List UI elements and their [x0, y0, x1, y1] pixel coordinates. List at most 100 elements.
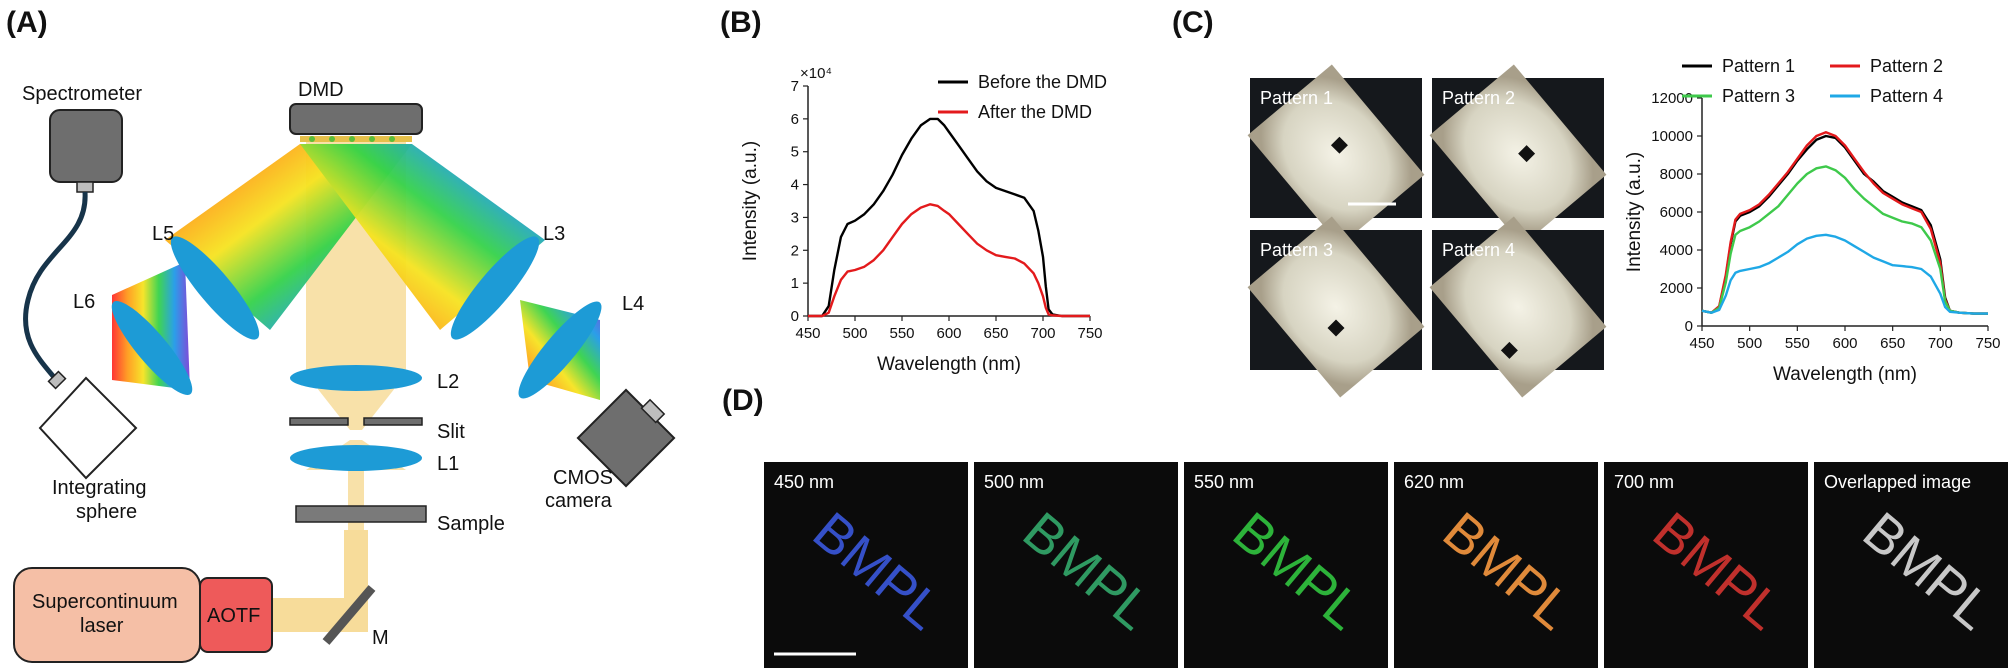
cmos-label-1: CMOS: [553, 467, 613, 489]
series-line: [1701, 165, 1988, 315]
aotf-label: AOTF: [207, 605, 260, 627]
illuminated-area: [1429, 216, 1607, 398]
laser-label-2: laser: [80, 615, 124, 637]
legend-label: Pattern 4: [1870, 86, 1943, 106]
integrating-sphere: [38, 376, 138, 480]
y-tick-label: 2: [791, 242, 799, 259]
panel-c: (C) Pattern 1 Pattern 2 Pattern 3 Pattern 4…: [1172, 6, 2001, 398]
dmd-body: [289, 103, 423, 135]
y-tick-label: 7: [791, 78, 799, 95]
x-tick-label: 500: [842, 325, 867, 342]
pattern-image: Pattern 4: [1429, 216, 1607, 398]
aotf-box: [199, 577, 273, 653]
wavelength-label: Overlapped image: [1824, 472, 1971, 492]
lens-l1: [290, 445, 422, 471]
y-tick-label: 0: [1685, 318, 1693, 335]
wavelength-label: 700 nm: [1614, 472, 1674, 492]
spectrometer-label: Spectrometer: [22, 83, 142, 105]
lens-l3: [450, 236, 540, 340]
wavelength-label: 450 nm: [774, 472, 834, 492]
series-line: [1701, 134, 1988, 315]
y-tick-label: 5: [791, 144, 799, 161]
lens-l5: [170, 236, 260, 340]
l1-label: L1: [437, 453, 459, 475]
pattern-label: Pattern 2: [1442, 88, 1515, 108]
x-tick-label: 650: [1880, 335, 1905, 352]
y-tick-label: 8000: [1660, 166, 1693, 183]
pattern-image: Pattern 1: [1247, 64, 1425, 246]
illuminated-area: [1247, 216, 1425, 398]
y-exponent: ×10⁴: [800, 65, 832, 82]
x-tick-label: 600: [1832, 335, 1857, 352]
legend-label: Pattern 1: [1722, 56, 1795, 76]
slit-left: [289, 417, 349, 426]
x-tick-label: 650: [983, 325, 1008, 342]
slit-label: Slit: [437, 421, 465, 443]
mirror-label: M: [372, 627, 389, 649]
sphere-label-1: Integrating: [52, 477, 147, 499]
mirror-m: [322, 585, 376, 645]
y-tick-label: 6: [791, 111, 799, 128]
legend-label: Before the DMD: [978, 72, 1107, 92]
panel-b-letter: (B): [720, 6, 762, 39]
l4-label: L4: [622, 293, 644, 315]
x-tick-label: 500: [1737, 335, 1762, 352]
panel-d-letter: (D): [722, 384, 764, 417]
beam-vertical: [344, 530, 368, 600]
illuminated-area: [1247, 64, 1425, 246]
legend-label: Pattern 2: [1870, 56, 1943, 76]
x-tick-label: 450: [1689, 335, 1714, 352]
chart-b: 450 500 550 600 650 700 750 0 1 2 3 4 5 6 7 Wavelength …: [740, 65, 1107, 375]
sample-label: Sample: [437, 513, 505, 535]
x-tick-label: 700: [1030, 325, 1055, 342]
y-tick-label: 0: [791, 308, 799, 325]
spectrometer-port: [76, 181, 94, 193]
illuminated-area: [1429, 64, 1607, 246]
y-axis-title: Intensity (a.u.): [740, 141, 761, 261]
pattern-image: Pattern 2: [1429, 64, 1607, 246]
panel-a: (A) Spectrometer Integrating sphere DMD: [6, 6, 676, 663]
laser-label-1: Supercontinuum: [32, 591, 178, 613]
pattern-label: Pattern 3: [1260, 240, 1333, 260]
y-tick-label: 6000: [1660, 204, 1693, 221]
pattern-label: Pattern 4: [1442, 240, 1515, 260]
spectrometer-box: [49, 109, 123, 183]
sphere-label-2: sphere: [76, 501, 137, 523]
optical-fiber: [23, 191, 88, 384]
panel-c-letter: (C): [1172, 6, 1214, 39]
panel-a-letter: (A): [6, 6, 48, 39]
sphere-port: [47, 370, 67, 390]
x-tick-label: 700: [1928, 335, 1953, 352]
y-tick-label: 12000: [1651, 90, 1693, 107]
wavelength-label: 500 nm: [984, 472, 1044, 492]
wavelength-label: 620 nm: [1404, 472, 1464, 492]
lens-l4: [518, 301, 602, 399]
legend-label: Pattern 3: [1722, 86, 1795, 106]
x-tick-label: 550: [889, 325, 914, 342]
series-line: [1701, 233, 1988, 315]
pattern-grid: Pattern 1 Pattern 2 Pattern 3 Pattern 4: [1247, 64, 1607, 398]
wavelength-label: 550 nm: [1194, 472, 1254, 492]
sample-holder: [295, 505, 427, 523]
y-tick-label: 1: [791, 275, 799, 292]
slit-right: [363, 417, 423, 426]
y-axis-title: Intensity (a.u.): [1624, 152, 1645, 272]
dmd-label: DMD: [298, 79, 344, 101]
pattern-label: Pattern 1: [1260, 88, 1333, 108]
l2-label: L2: [437, 371, 459, 393]
x-tick-label: 550: [1785, 335, 1810, 352]
l3-label: L3: [543, 223, 565, 245]
cmos-camera: [576, 388, 676, 488]
x-tick-label: 750: [1975, 335, 2000, 352]
chart-c: 450 500 550 600 650 700 750 0 2000 4000 6000 8000 10…: [1624, 56, 2001, 385]
y-tick-label: 4: [791, 177, 799, 194]
cmos-label-2: camera: [545, 490, 613, 512]
x-tick-label: 600: [936, 325, 961, 342]
